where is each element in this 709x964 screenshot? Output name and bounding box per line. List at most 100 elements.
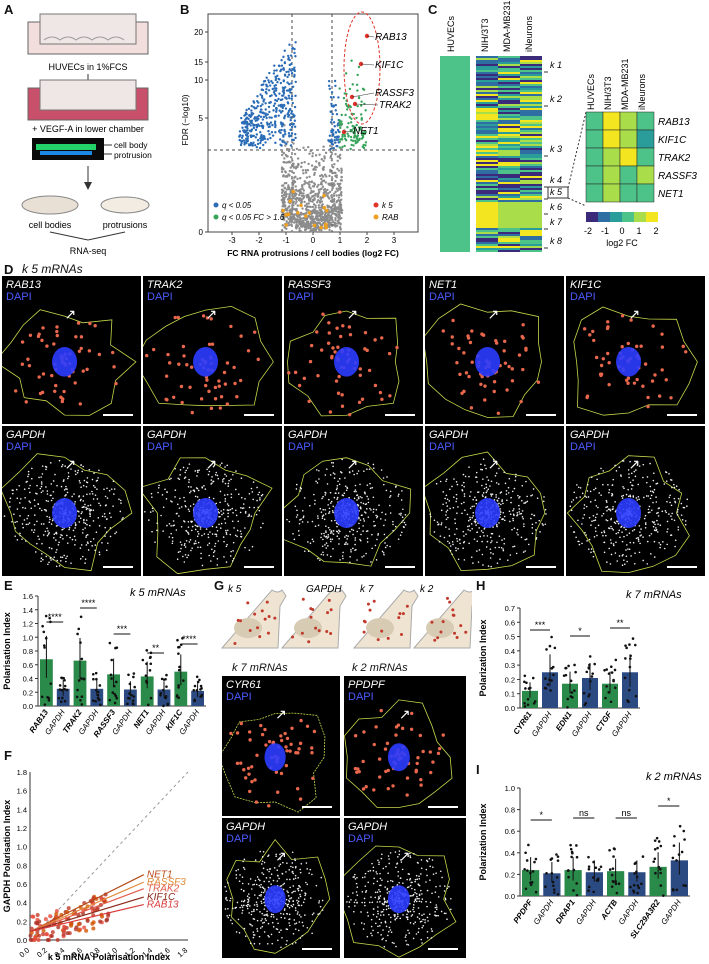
scale-bar	[526, 414, 556, 416]
panel-h-chart: k 7 mRNAs Polarization Index 0.0 0.1 0.2 0.3 0…	[478, 589, 682, 739]
gene-label: RASSF3	[375, 88, 414, 99]
cell-gene-label: GAPDH	[147, 429, 187, 441]
scale-bar	[302, 806, 332, 808]
cell-dapi-label: DAPI	[348, 691, 374, 703]
direction-arrow-icon: ↗	[628, 306, 641, 322]
bar-label: GAPDH	[530, 710, 554, 739]
cell-body-label: cell body	[114, 140, 148, 150]
direction-arrow-icon: ↗	[275, 848, 287, 864]
scale-bar	[526, 566, 556, 568]
protrusion-label: protrusion	[114, 150, 152, 160]
panel-g-cell-gapdh-right: GAPDH DAPI ↗	[344, 818, 466, 958]
direction-arrow-icon: ↗	[346, 306, 359, 322]
g-right-title: k 2 mRNAs	[352, 662, 408, 674]
f-line-label: NET1	[147, 870, 173, 881]
panel-d-title: k 5 mRNAs	[22, 262, 83, 276]
g-right-title-text: k 2 mRNAs	[352, 662, 408, 674]
cell-dapi-label: DAPI	[6, 291, 32, 303]
zoom-col-label: HUVECs	[586, 73, 596, 110]
scale-bar	[103, 566, 133, 568]
scale-tick: -2	[584, 226, 592, 236]
chart-ytick: 0.3	[505, 661, 515, 670]
chart-ytick: 1.0	[505, 784, 515, 793]
f-xtick: 0.0	[18, 946, 32, 960]
scale-bar	[667, 566, 697, 568]
legend-entry: RAB	[382, 213, 399, 222]
significance-mark: ns	[621, 808, 631, 818]
cluster-label: k 8	[550, 236, 562, 246]
f-ytick: 0.4	[17, 899, 27, 908]
direction-arrow-icon: ↗	[64, 456, 77, 472]
cell-gene-label: RAB13	[6, 279, 41, 291]
panel-g-cell-cyr61: CYR61 DAPI ↗	[222, 676, 340, 816]
chart-title: k 5 mRNAs	[130, 587, 186, 599]
legend-entry: k 5	[382, 201, 393, 210]
bar-label: GAPDH	[574, 898, 598, 927]
direction-arrow-icon: ↗	[64, 306, 77, 322]
cell-dapi-label: DAPI	[570, 291, 596, 303]
scale-tick: 2	[653, 226, 658, 236]
direction-arrow-icon: ↗	[628, 456, 641, 472]
g-schematic-label: GAPDH	[306, 584, 342, 595]
panel-b-volcano: FDR (−log10) FC RNA protrusions / cell b…	[180, 11, 419, 258]
cell-gene-label: GAPDH	[288, 429, 328, 441]
scale-bar	[244, 566, 274, 568]
chart-ytick: 0.2	[505, 870, 515, 879]
gene-label: RAB13	[375, 32, 407, 43]
chart-title: k 7 mRNAs	[626, 589, 682, 601]
f-ytick: 1.8	[17, 768, 27, 777]
bar-label: GAPDH	[659, 898, 683, 927]
scale-bar	[667, 414, 697, 416]
f-ytick: 1.2	[17, 824, 27, 833]
f-ytick: 0.2	[17, 917, 27, 926]
f-ytick: 1.0	[17, 843, 27, 852]
f-line-label: RASSF3	[147, 877, 186, 888]
significance-mark: ****	[182, 634, 197, 644]
panel-d-cell-rassf3: RASSF3 DAPI ↗	[284, 276, 423, 424]
chart-ytick: 0.6	[23, 661, 33, 670]
volcano-xtick: 1	[338, 236, 343, 245]
chart-title: k 2 mRNAs	[646, 771, 702, 783]
chart-ytick: 0.0	[23, 702, 33, 711]
f-xtick: 0.2	[35, 946, 49, 960]
chart-ytick: 0.4	[505, 849, 515, 858]
heat-col-label: NIH/3T3	[480, 18, 490, 52]
rnaseq-label: RNA-seq	[70, 246, 107, 256]
legend-entry: q < 0.05 FC > 1.6	[222, 213, 285, 222]
bar	[582, 678, 598, 708]
zoom-gene-label: RASSF3	[658, 171, 697, 182]
cluster-label: k 1	[550, 60, 562, 70]
zoom-gene-label: RAB13	[658, 117, 690, 128]
volcano-xtick: 3	[392, 236, 397, 245]
significance-mark: *	[539, 810, 543, 820]
chart-ytick: 0.8	[505, 806, 515, 815]
cluster-label: k 6	[550, 202, 562, 212]
f-xlabel: k 5 mRNA Polarisation Index	[48, 952, 170, 962]
panel-f-scatter: 0.00.00.20.20.40.40.60.60.80.81.01.01.21…	[2, 768, 189, 962]
scale-bar	[244, 414, 274, 416]
volcano-ytick: 5	[199, 114, 204, 123]
significance-mark: ****	[48, 612, 63, 622]
volcano-ytick: 10	[194, 76, 203, 85]
chart-ytick: 1.2	[23, 620, 33, 629]
cell-dapi-label: DAPI	[570, 441, 596, 453]
bar-label: CTGF	[594, 709, 614, 733]
volcano-xtick: 2	[365, 236, 370, 245]
direction-arrow-icon: ↗	[205, 456, 218, 472]
heat-col-label: HUVECs	[446, 15, 456, 52]
step1-label: HUVECs in 1%FCS	[48, 62, 127, 72]
panel-i-chart: k 2 mRNAs Polarization Index 0.0 0.2 0.4 0.6 0…	[478, 771, 702, 940]
panel-d-cell-gapdh: GAPDH DAPI ↗	[143, 426, 282, 576]
volcano-xlabel: FC RNA protrusions / cell bodies (log2 F…	[227, 248, 399, 258]
bar	[543, 873, 561, 896]
cell-gene-label: NET1	[429, 279, 458, 291]
panel-g-schematic: k 5 GAPDH k 7 k 2	[220, 584, 472, 649]
cell-dapi-label: DAPI	[147, 291, 173, 303]
chart-ytick: 0.1	[505, 690, 515, 699]
heat-col-label: iNeurons	[524, 15, 534, 52]
panel-label-a: A	[4, 2, 14, 17]
bar	[40, 659, 53, 706]
bar-label: ACTB	[599, 898, 620, 922]
panel-label-h: H	[476, 578, 486, 593]
bar	[649, 866, 667, 896]
